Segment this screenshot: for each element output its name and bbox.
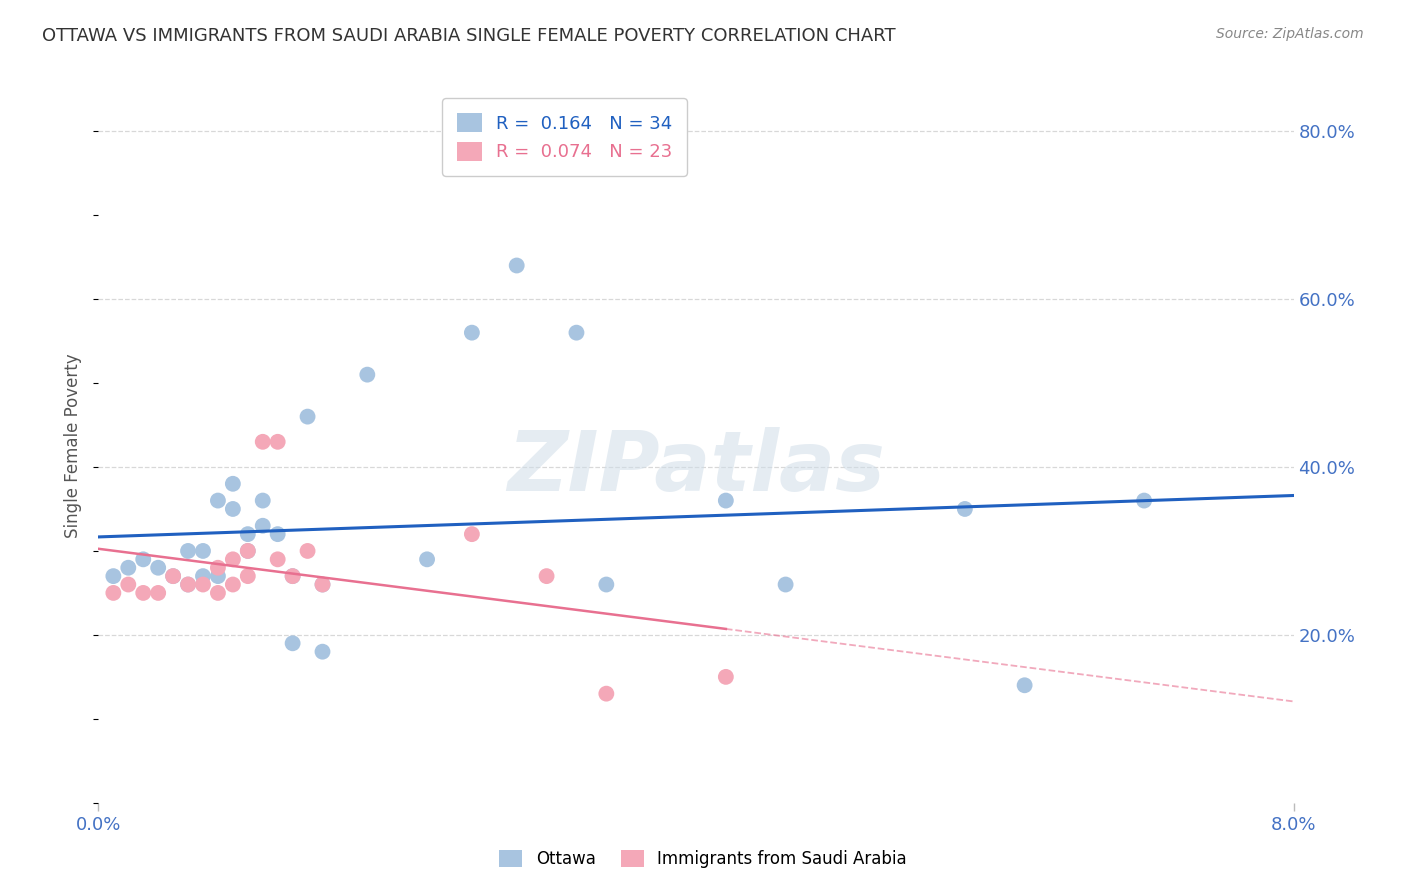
Point	[252, 518, 274, 533]
Point	[281, 636, 304, 650]
Point	[595, 577, 617, 591]
Point	[177, 577, 200, 591]
Point	[191, 577, 214, 591]
Point	[536, 569, 558, 583]
Point	[177, 544, 200, 558]
Point	[714, 493, 737, 508]
Point	[177, 577, 200, 591]
Text: OTTAWA VS IMMIGRANTS FROM SAUDI ARABIA SINGLE FEMALE POVERTY CORRELATION CHART: OTTAWA VS IMMIGRANTS FROM SAUDI ARABIA S…	[42, 27, 896, 45]
Point	[267, 527, 290, 541]
Point	[297, 409, 319, 424]
Text: ZIPatlas: ZIPatlas	[508, 427, 884, 508]
Point	[207, 569, 229, 583]
Point	[281, 569, 304, 583]
Point	[281, 569, 304, 583]
Point	[311, 577, 333, 591]
Point	[222, 476, 245, 491]
Point	[191, 569, 214, 583]
Point	[207, 560, 229, 574]
Point	[1133, 493, 1156, 508]
Point	[132, 552, 155, 566]
Point	[775, 577, 797, 591]
Point	[222, 577, 245, 591]
Point	[595, 687, 617, 701]
Point	[953, 502, 976, 516]
Point	[117, 560, 139, 574]
Point	[416, 552, 439, 566]
Point	[103, 569, 125, 583]
Point	[236, 569, 259, 583]
Point	[207, 586, 229, 600]
Point	[148, 586, 170, 600]
Point	[267, 552, 290, 566]
Point	[565, 326, 588, 340]
Point	[191, 544, 214, 558]
Point	[252, 434, 274, 449]
Point	[356, 368, 378, 382]
Point	[236, 544, 259, 558]
Point	[222, 502, 245, 516]
Point	[311, 577, 333, 591]
Point	[506, 259, 529, 273]
Legend: Ottawa, Immigrants from Saudi Arabia: Ottawa, Immigrants from Saudi Arabia	[492, 843, 914, 875]
Point	[461, 326, 484, 340]
Point	[267, 434, 290, 449]
Point	[222, 552, 245, 566]
Point	[714, 670, 737, 684]
Point	[236, 527, 259, 541]
Point	[103, 586, 125, 600]
Point	[132, 586, 155, 600]
Point	[162, 569, 184, 583]
Point	[148, 560, 170, 574]
Point	[461, 527, 484, 541]
Point	[311, 645, 333, 659]
Y-axis label: Single Female Poverty: Single Female Poverty	[65, 354, 83, 538]
Legend: R =  0.164   N = 34, R =  0.074   N = 23: R = 0.164 N = 34, R = 0.074 N = 23	[441, 98, 688, 176]
Point	[297, 544, 319, 558]
Point	[1014, 678, 1036, 692]
Point	[236, 544, 259, 558]
Point	[207, 493, 229, 508]
Point	[117, 577, 139, 591]
Point	[162, 569, 184, 583]
Text: Source: ZipAtlas.com: Source: ZipAtlas.com	[1216, 27, 1364, 41]
Point	[252, 493, 274, 508]
